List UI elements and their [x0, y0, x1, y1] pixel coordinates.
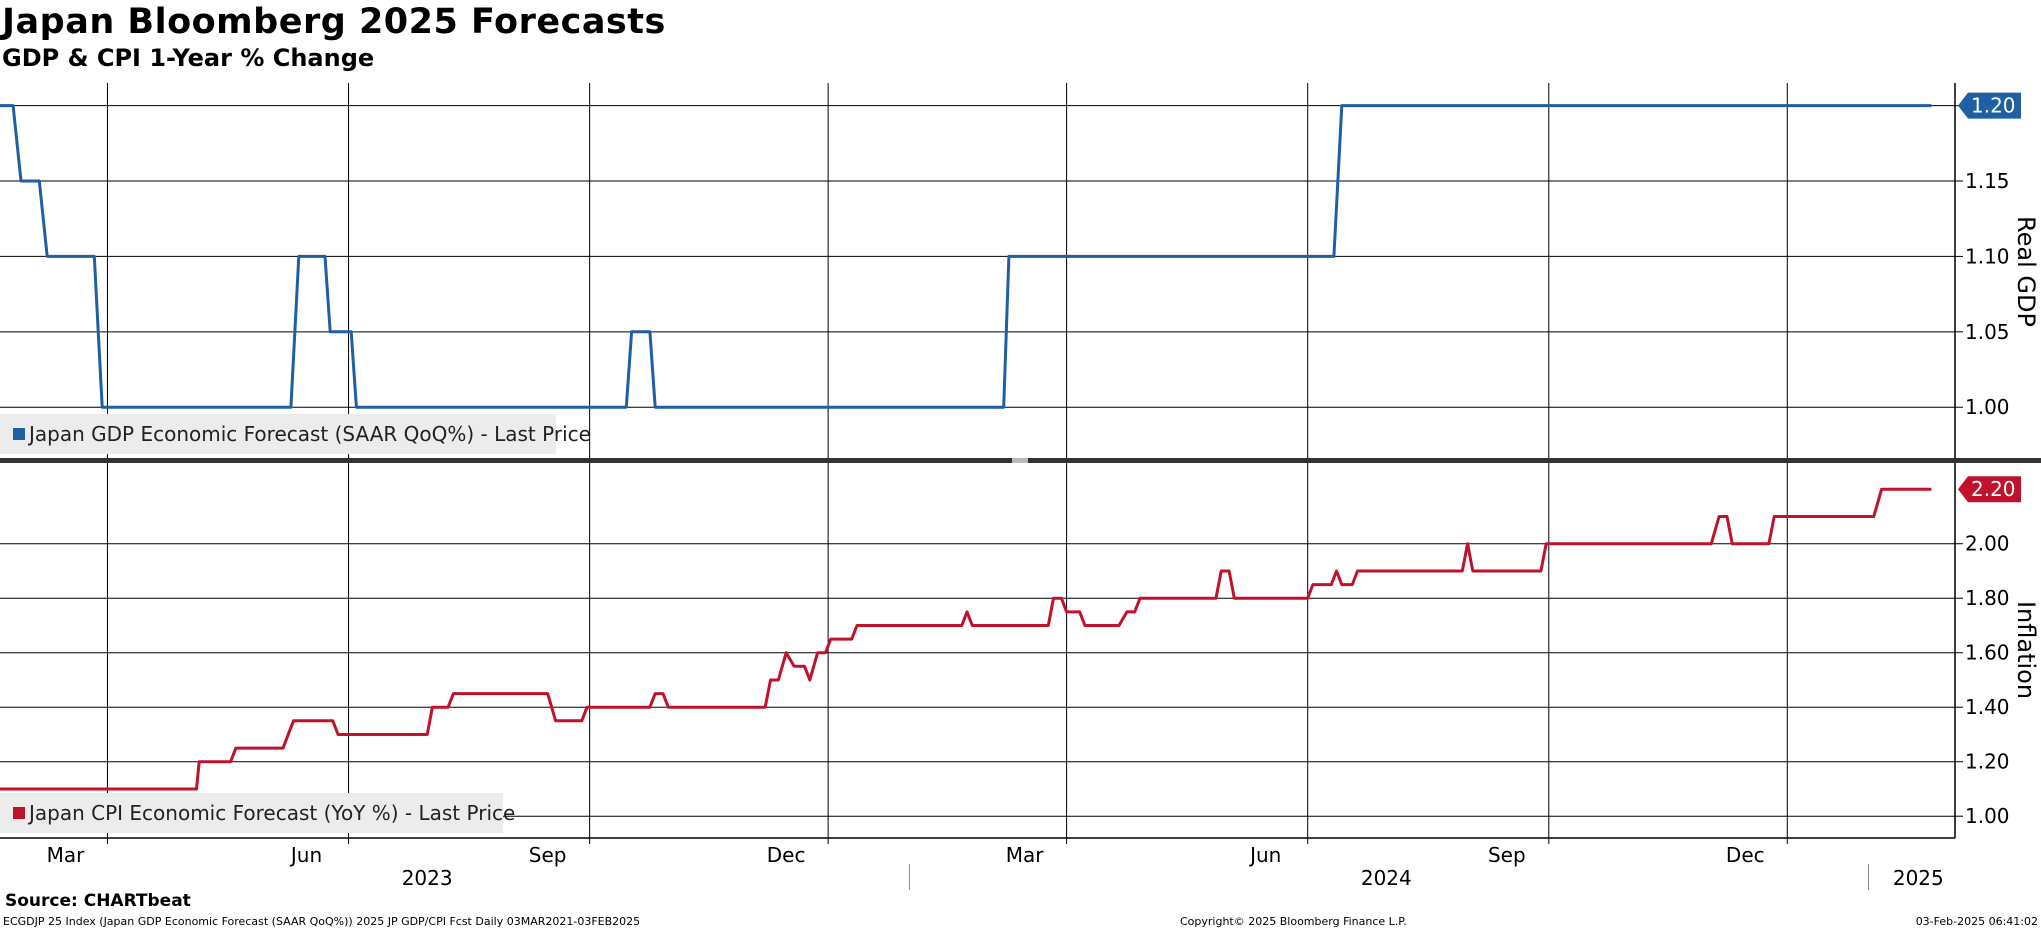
x-tick-label: Mar: [47, 843, 86, 867]
footer-copyright: Copyright© 2025 Bloomberg Finance L.P.: [1180, 915, 1407, 928]
x-tick-label: Dec: [1726, 843, 1765, 867]
y-tick-label: 1.80: [1965, 586, 2010, 610]
legend-swatch: [13, 807, 25, 819]
gdp-series-line: [0, 104, 1932, 409]
x-year-label: 2024: [1361, 866, 1412, 890]
footer-timestamp: 03-Feb-2025 06:41:02: [1915, 915, 2038, 928]
last-value-label: 1.20: [1971, 94, 2016, 118]
y-tick-label: 1.15: [1965, 169, 2010, 193]
y-tick-label: 2.00: [1965, 532, 2010, 556]
x-tick-label: Sep: [529, 843, 567, 867]
legend-swatch: [13, 428, 25, 440]
last-value-label: 2.20: [1971, 477, 2016, 501]
x-tick-label: Jun: [289, 843, 322, 867]
y-tick-label: 1.20: [1965, 750, 2010, 774]
x-tick-label: Jun: [1248, 843, 1281, 867]
y-tick-label: 1.00: [1965, 395, 2010, 419]
chart-subtitle: GDP & CPI 1-Year % Change: [2, 44, 375, 72]
legend-box: [0, 793, 503, 833]
legend-label: Japan CPI Economic Forecast (YoY %) - La…: [27, 801, 515, 825]
y-tick-label: 1.05: [1965, 320, 2010, 344]
cpi-panel: 1.00 1.20 1.40 1.60 1.80 2.00 2.20 Inflation Jap…: [0, 462, 2040, 838]
legend-label: Japan GDP Economic Forecast (SAAR QoQ%) …: [27, 422, 591, 446]
y-tick-label: 1.00: [1965, 804, 2010, 828]
footer-source: Source: CHARTbeat: [5, 891, 191, 911]
x-tick-label: Sep: [1488, 843, 1526, 867]
last-value-tag: [1958, 92, 2021, 119]
y-tick-label: 1.10: [1965, 244, 2010, 268]
x-year-label: 2023: [402, 866, 453, 890]
panel-divider-handle: [1012, 458, 1028, 463]
chart-title: Japan Bloomberg 2025 Forecasts: [2, 2, 666, 42]
y-tick-label: 1.40: [1965, 695, 2010, 719]
chart-canvas: 1.00 1.05 1.10 1.15 1.20 1.20 Real GDP Japan GD…: [0, 83, 2041, 890]
y-axis-label: Real GDP: [2012, 216, 2040, 327]
x-year-label: 2025: [1893, 866, 1944, 890]
last-value-tag: [1958, 476, 2021, 503]
cpi-series-line: [0, 487, 1932, 791]
x-tick-label: Mar: [1006, 843, 1045, 867]
legend-box: [0, 414, 556, 454]
x-tick-label: Dec: [767, 843, 806, 867]
y-axis-label: Inflation: [2012, 601, 2040, 699]
y-tick-label: 1.60: [1965, 641, 2010, 665]
footer-description: ECGDJP 25 Index (Japan GDP Economic Fore…: [3, 915, 641, 928]
